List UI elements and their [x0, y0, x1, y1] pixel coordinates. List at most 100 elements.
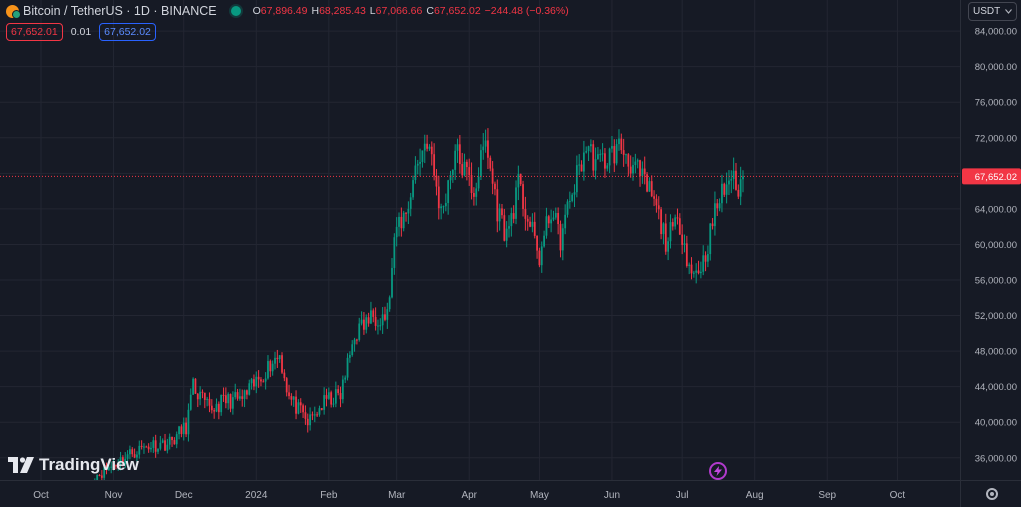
- candle-body: [194, 378, 197, 394]
- candle-body: [536, 235, 538, 251]
- candle-body: [557, 212, 560, 225]
- candle-body: [721, 183, 723, 204]
- tradingview-watermark[interactable]: TradingView: [8, 455, 139, 475]
- candle-body: [222, 394, 225, 396]
- candle-body: [395, 226, 398, 238]
- candle-body: [346, 357, 349, 378]
- close-label: C: [426, 5, 434, 17]
- candle-body: [374, 316, 377, 326]
- price-tick-label: 36,000.00: [975, 453, 1017, 464]
- candle-body: [152, 440, 155, 448]
- candle-body: [241, 396, 244, 399]
- candlestick-chart: [0, 0, 971, 490]
- symbol-title[interactable]: Bitcoin / TetherUS · 1D · BINANCE: [23, 4, 217, 18]
- candle-body: [477, 176, 480, 189]
- candle-body: [379, 325, 382, 327]
- candle-body: [220, 394, 223, 413]
- candle-body: [456, 144, 459, 151]
- price-axis[interactable]: 36,000.00 40,000.00 44,000.00 48,000.00 52,0…: [960, 0, 1021, 480]
- candle-body: [234, 392, 237, 398]
- candle-body: [674, 217, 677, 227]
- candle-body: [739, 179, 742, 197]
- candle-body: [604, 153, 606, 169]
- buy-button[interactable]: 67,652.02: [99, 23, 156, 41]
- candle-body: [330, 392, 333, 405]
- low-label: L: [369, 5, 376, 17]
- candle-body: [171, 436, 173, 441]
- chart-pane[interactable]: [0, 0, 971, 490]
- candle-body: [592, 144, 595, 171]
- candle-body: [697, 270, 700, 274]
- candle-body: [320, 408, 323, 410]
- candle-body: [498, 208, 501, 222]
- candle-body: [405, 212, 407, 214]
- candle-body: [512, 213, 515, 219]
- candle-body: [297, 402, 300, 414]
- candle-body: [231, 397, 234, 409]
- candle-body: [465, 161, 468, 168]
- price-tick-label: 52,000.00: [975, 311, 1017, 322]
- candle-body: [353, 339, 356, 345]
- candle-body: [311, 414, 314, 416]
- candle-body: [606, 165, 609, 169]
- candle-body: [114, 465, 117, 467]
- candle-body: [208, 398, 211, 406]
- time-axis[interactable]: Oct Nov Dec 2024 Feb Mar Apr May Jun Jul Aug Sep Oct…: [0, 480, 979, 507]
- candle-body: [683, 243, 686, 245]
- bolt-icon[interactable]: [709, 462, 727, 480]
- price-tick-label: 76,000.00: [975, 98, 1017, 109]
- candle-body: [543, 235, 545, 247]
- candle-body: [334, 389, 337, 404]
- candle-body: [566, 201, 569, 215]
- candle-body: [505, 228, 508, 241]
- candle-body: [664, 223, 667, 252]
- candle-body: [678, 218, 681, 235]
- candle-body: [468, 167, 471, 176]
- candle-body: [709, 223, 712, 255]
- open-label: O: [252, 5, 261, 17]
- candle-body: [229, 394, 232, 409]
- candle-body: [433, 154, 436, 176]
- candle-body: [316, 414, 319, 416]
- sell-button[interactable]: 67,652.01: [6, 23, 63, 41]
- candle-body: [384, 314, 386, 320]
- candle-body: [657, 205, 660, 210]
- candle-body: [662, 223, 665, 235]
- candle-body: [423, 143, 426, 151]
- high-value: 68,285.43: [319, 5, 366, 17]
- candle-body: [451, 169, 454, 175]
- time-tick-label: Jul: [676, 490, 689, 501]
- candle-body: [461, 164, 464, 176]
- candle-body: [253, 379, 255, 387]
- candle-body: [201, 391, 204, 393]
- market-status-dot[interactable]: [230, 6, 241, 16]
- candle-body: [643, 168, 646, 175]
- candle-body: [636, 160, 639, 162]
- candle-body: [363, 319, 365, 330]
- candle-body: [206, 398, 209, 400]
- candle-body: [140, 445, 143, 448]
- candle-body: [529, 221, 531, 227]
- candle-body: [159, 442, 162, 449]
- candle-body: [470, 175, 473, 194]
- candle-body: [508, 226, 510, 229]
- candle-body: [582, 152, 585, 172]
- candle-body: [269, 361, 272, 372]
- candle-body: [271, 363, 274, 372]
- candle-body: [692, 272, 695, 274]
- candle-body: [648, 181, 651, 192]
- candle-body: [196, 393, 199, 400]
- candle-body: [302, 405, 304, 413]
- settings-icon[interactable]: [986, 488, 998, 500]
- candle-body: [480, 150, 482, 177]
- candle-body: [580, 164, 583, 172]
- candle-body: [737, 189, 740, 197]
- candle-body: [489, 157, 492, 169]
- currency-selector[interactable]: USDT: [968, 2, 1017, 21]
- candle-body: [98, 474, 101, 476]
- candle-body: [655, 198, 658, 206]
- candle-body: [667, 241, 670, 252]
- candle-body: [391, 267, 393, 298]
- candle-body: [344, 377, 347, 380]
- candle-body: [187, 409, 190, 435]
